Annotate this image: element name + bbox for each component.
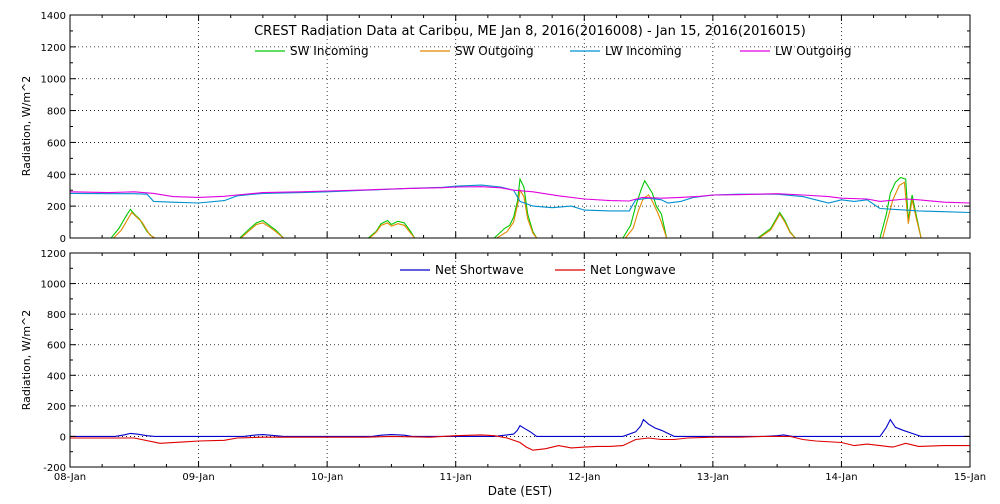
legend-label-net-shortwave: Net Shortwave <box>435 263 524 277</box>
y-tick-label: -200 <box>43 463 66 474</box>
x-tick-label: 15-Jan <box>954 472 986 483</box>
y-tick-label: 600 <box>47 138 66 149</box>
y-tick-label: 600 <box>47 341 66 352</box>
series-line-lw-outgoing <box>69 186 971 204</box>
y-tick-label: 1200 <box>41 249 66 260</box>
legend-label-net-longwave: Net Longwave <box>590 263 676 277</box>
legend-label-sw-outgoing: SW Outgoing <box>455 44 534 58</box>
series-line-lw-incoming <box>69 184 971 214</box>
legend-label-lw-outgoing: LW Outgoing <box>775 44 852 58</box>
y-tick-label: 1400 <box>41 11 66 22</box>
y-tick-label: 800 <box>47 107 66 118</box>
y-tick-label: 1200 <box>41 43 66 54</box>
series-line-sw-incoming <box>70 176 970 239</box>
y-tick-label: 400 <box>47 170 66 181</box>
x-tick-label: 09-Jan <box>182 472 214 483</box>
bottom-y-axis-label: Radiation, W/m^2 <box>20 310 33 411</box>
y-tick-label: 200 <box>47 402 66 413</box>
plot-frame <box>69 252 971 468</box>
y-tick-label: 1000 <box>41 75 66 86</box>
chart-title: CREST Radiation Data at Caribou, ME Jan … <box>254 24 806 39</box>
panel-top: 0 200 400 600 800 1000 1200 1400 SW Incoming SW O… <box>41 11 971 245</box>
y-tick-label: 800 <box>47 310 66 321</box>
x-tick-label: 14-Jan <box>825 472 857 483</box>
y-tick-label: 0 <box>60 432 66 443</box>
x-tick-label: 10-Jan <box>311 472 343 483</box>
y-tick-label: 200 <box>47 202 66 213</box>
x-tick-label: 11-Jan <box>440 472 472 483</box>
x-tick-label: 12-Jan <box>568 472 600 483</box>
legend-label-lw-incoming: LW Incoming <box>605 44 682 58</box>
series-line-net-shortwave <box>70 418 970 437</box>
y-tick-label: 1000 <box>41 280 66 291</box>
panel-bottom: -200 0 200 400 600 800 1000 1200 08-Jan 09-Jan 10-… <box>41 249 987 483</box>
x-axis-label: Date (EST) <box>488 484 552 498</box>
x-tick-label: 13-Jan <box>697 472 729 483</box>
series-line-net-longwave <box>70 434 970 451</box>
x-tick-label: 08-Jan <box>54 472 86 483</box>
legend-label-sw-incoming: SW Incoming <box>290 44 369 58</box>
y-tick-label: 400 <box>47 371 66 382</box>
y-tick-label: 0 <box>60 234 66 245</box>
top-y-axis-label: Radiation, W/m^2 <box>20 76 33 177</box>
